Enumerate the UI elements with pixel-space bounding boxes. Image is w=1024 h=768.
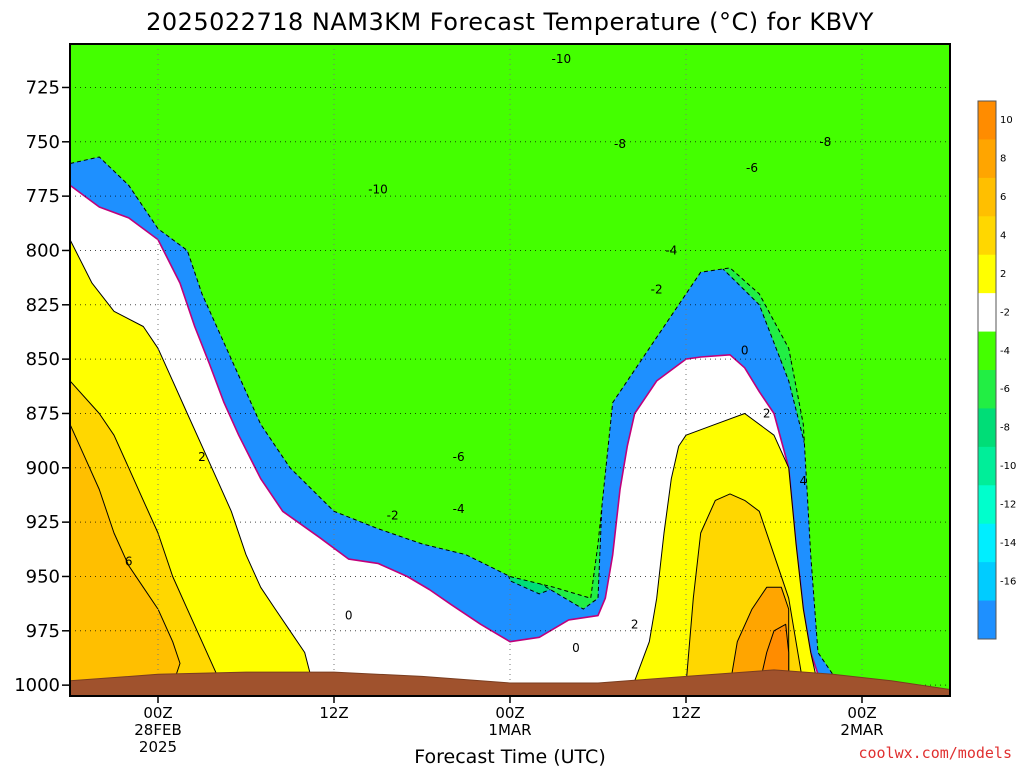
- contour-label: -10: [552, 52, 572, 66]
- y-tick-label: 850: [26, 349, 60, 370]
- x-tick-label: 28FEB: [134, 721, 181, 739]
- chart-title: 2025022718 NAM3KM Forecast Temperature (…: [146, 8, 874, 36]
- colorbar-swatch: [978, 216, 996, 256]
- x-tick-label: 1MAR: [488, 721, 531, 739]
- x-tick-label: 12Z: [319, 704, 348, 722]
- colorbar-label: -10: [1000, 461, 1016, 472]
- colorbar-label: 4: [1000, 231, 1006, 242]
- colorbar-swatch: [978, 370, 996, 409]
- ground-terrain: [70, 669, 950, 696]
- colorbar-label: -6: [1000, 384, 1010, 395]
- colorbar-swatch: [978, 254, 996, 294]
- colorbar-label: 8: [1000, 154, 1006, 165]
- y-tick-label: 875: [26, 403, 60, 424]
- contour-label: 2: [198, 450, 206, 464]
- contour-label: 2: [631, 617, 639, 631]
- colorbar-swatch: [978, 408, 996, 448]
- contour-label: -4: [453, 502, 465, 516]
- contour-label: 6: [125, 554, 133, 568]
- colorbar-swatch: [978, 101, 996, 140]
- x-tick-label: 12Z: [671, 704, 700, 722]
- temperature-band-plus2: [70, 184, 827, 696]
- colorbar-label: -14: [1000, 538, 1016, 549]
- y-tick-label: 1000: [14, 675, 60, 696]
- x-tick-label: 00Z: [495, 704, 524, 722]
- y-tick-label: 925: [26, 512, 60, 533]
- colorbar-label: -4: [1000, 346, 1010, 357]
- colorbar-swatch: [978, 485, 996, 525]
- y-tick-label: 750: [26, 132, 60, 153]
- contour-label: -2: [651, 283, 663, 297]
- contour-label: -4: [665, 243, 677, 257]
- contour-label: -8: [614, 137, 626, 151]
- colorbar-label: 2: [1000, 269, 1006, 280]
- colorbar-label: -8: [1000, 423, 1010, 434]
- x-axis-label: Forecast Time (UTC): [414, 746, 605, 768]
- x-tick-label: 00Z: [143, 704, 172, 722]
- colorbar-swatch: [978, 523, 996, 563]
- x-tick-label: 2MAR: [840, 721, 883, 739]
- y-tick-label: 775: [26, 186, 60, 207]
- y-tick-label: 825: [26, 295, 60, 316]
- colorbar-swatch: [978, 600, 996, 640]
- contour-label: -6: [453, 450, 465, 464]
- contour-label: 4: [800, 474, 808, 488]
- contour-label: -10: [368, 183, 388, 197]
- contour-label: 0: [741, 343, 749, 357]
- credit-text: coolwx.com/models: [858, 744, 1012, 762]
- colorbar-swatch: [978, 562, 996, 602]
- colorbar-label: -16: [1000, 576, 1016, 587]
- contour-label: -6: [746, 161, 758, 175]
- y-tick-label: 800: [26, 240, 60, 261]
- contour-label: -8: [819, 135, 831, 149]
- colorbar-swatch: [978, 293, 996, 333]
- y-tick-label: 900: [26, 458, 60, 479]
- y-tick-label: 725: [26, 77, 60, 98]
- colorbar-label: 10: [1000, 115, 1013, 126]
- contour-label: 2: [763, 406, 771, 420]
- colorbar-swatch: [978, 139, 996, 179]
- contour-label: 0: [345, 609, 353, 623]
- colorbar-frame: [977, 100, 997, 640]
- colorbar-label: 6: [1000, 192, 1006, 203]
- contour-label: -2: [387, 509, 399, 523]
- colorbar-label: -2: [1000, 307, 1010, 318]
- y-tick-label: 975: [26, 621, 60, 642]
- colorbar-label: -12: [1000, 500, 1016, 511]
- colorbar-swatch: [978, 331, 996, 371]
- colorbar-swatch: [978, 177, 996, 217]
- x-tick-label: 2025: [139, 738, 177, 756]
- y-tick-label: 950: [26, 566, 60, 587]
- colorbar-swatch: [978, 446, 996, 486]
- contour-label: 0: [572, 641, 580, 655]
- x-tick-label: 00Z: [847, 704, 876, 722]
